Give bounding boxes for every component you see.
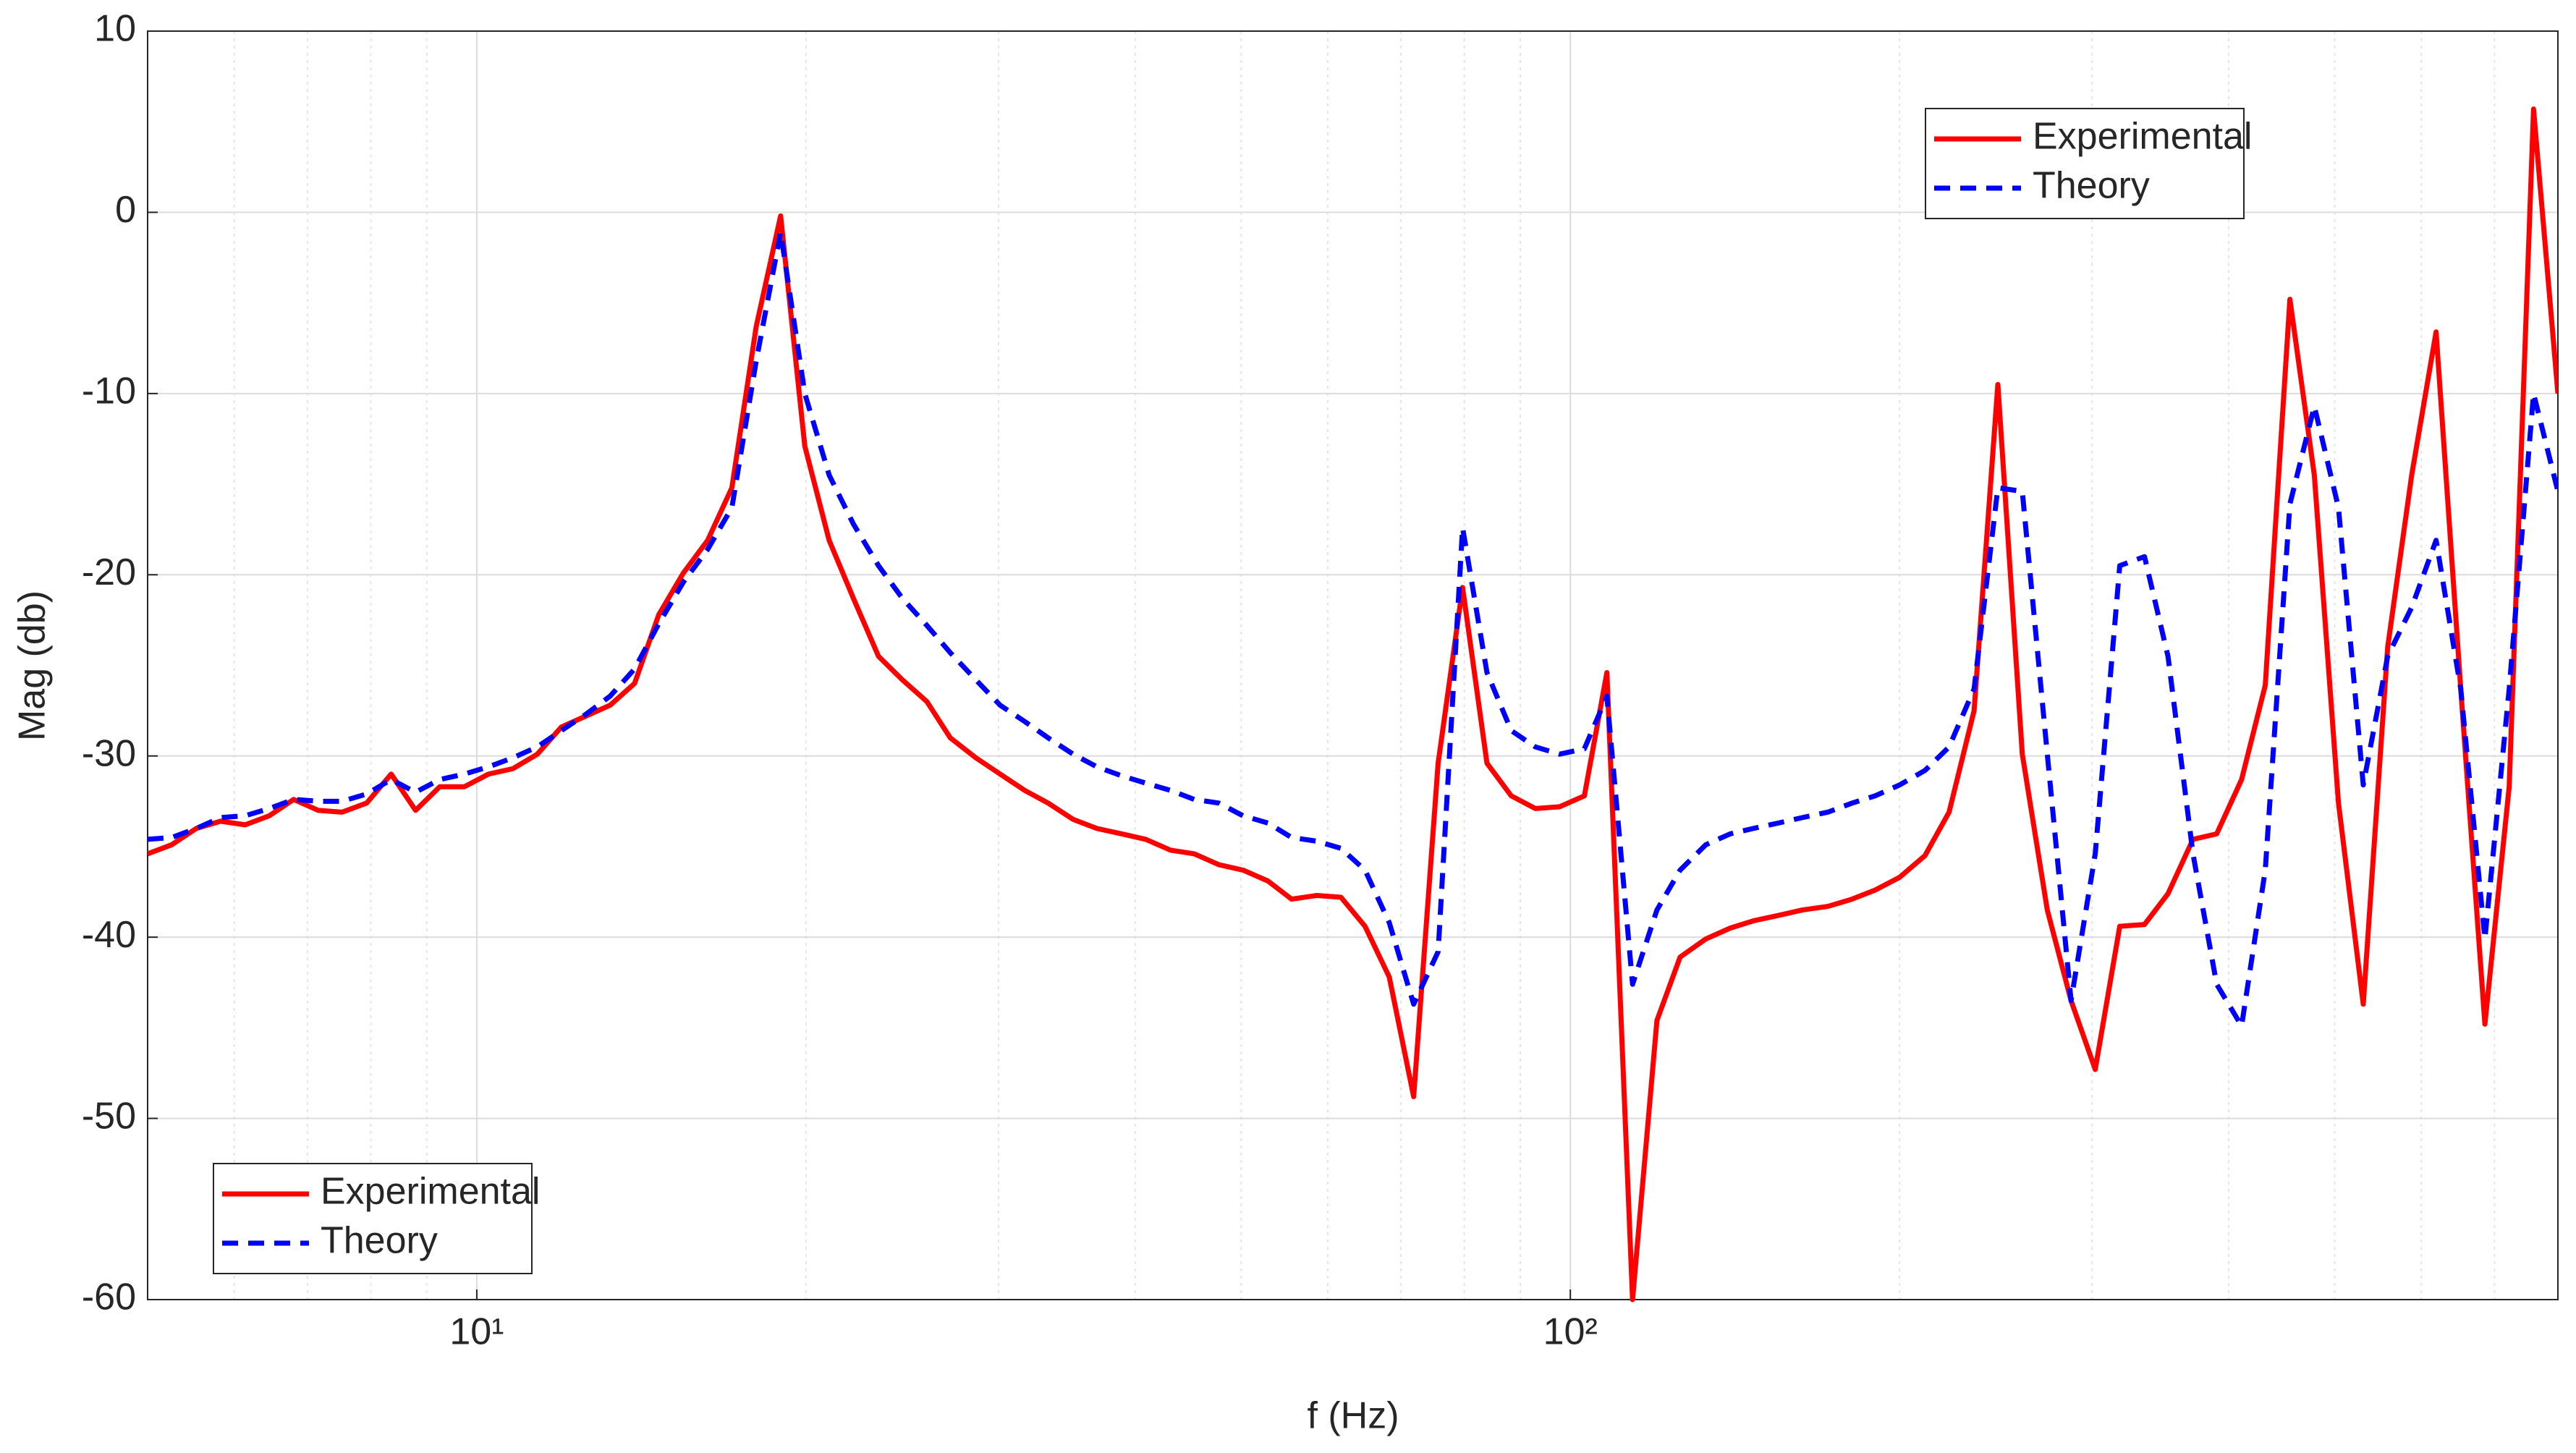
y-tick-label: -20 bbox=[82, 551, 136, 593]
series-line bbox=[148, 229, 2558, 1029]
legend-label: Experimental bbox=[321, 1171, 540, 1213]
y-tick-label: -50 bbox=[82, 1095, 136, 1137]
y-tick-label: 0 bbox=[115, 189, 136, 231]
axes-frame bbox=[147, 30, 2559, 1300]
legend-label: Theory bbox=[321, 1220, 438, 1262]
x-tick-label: 10¹ bbox=[449, 1311, 504, 1353]
legend-box bbox=[213, 1163, 533, 1274]
legend-box bbox=[1925, 108, 2245, 219]
legend-label: Experimental bbox=[2033, 116, 2252, 158]
y-tick-label: -30 bbox=[82, 732, 136, 774]
legend-label: Theory bbox=[2033, 165, 2150, 207]
legend: Experimental Theory bbox=[1925, 108, 2252, 219]
y-tick-label: 10 bbox=[94, 8, 136, 50]
y-tick-label: -40 bbox=[82, 914, 136, 956]
legend: Experimental Theory bbox=[213, 1163, 540, 1274]
x-axis-label: f (Hz) bbox=[1307, 1395, 1399, 1437]
y-axis-label: Mag (db) bbox=[12, 590, 54, 741]
y-tick-label: -10 bbox=[82, 370, 136, 412]
y-tick-label: -60 bbox=[82, 1276, 136, 1318]
x-tick-label: 10² bbox=[1543, 1311, 1598, 1353]
